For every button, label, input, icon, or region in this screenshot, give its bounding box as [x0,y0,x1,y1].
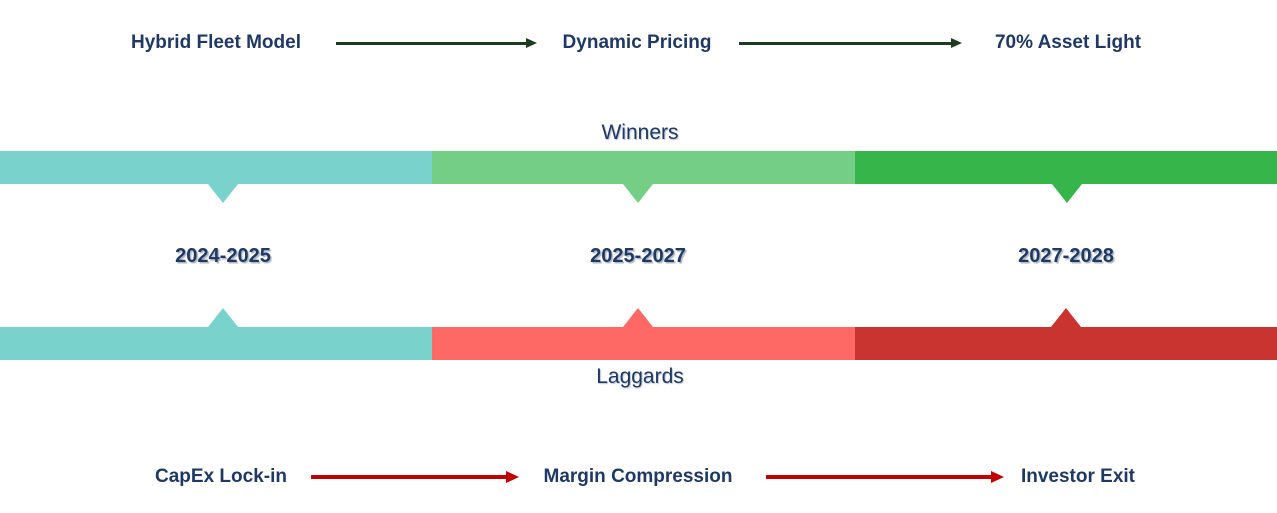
laggards-arrow-2-icon [766,471,1004,483]
arrow-head-icon [506,471,519,483]
laggards-segment-2025-2027 [432,327,855,360]
arrow-shaft [311,475,506,479]
laggards-segment-2024-2025 [0,327,432,360]
laggards-arrow-1-icon [311,471,519,483]
laggards-milestone-margin-compression: Margin Compression [543,466,733,487]
winners-milestone-dynamic-pricing: Dynamic Pricing [562,32,712,53]
laggards-timeline-bar [0,327,1277,360]
laggards-track-title: Laggards [596,365,684,388]
laggards-marker-up-icon-3 [1051,308,1081,327]
winners-milestone-70-asset-light: 70% Asset Light [994,32,1142,53]
winners-milestone-hybrid-fleet-model: Hybrid Fleet Model [131,32,301,53]
winners-arrow-2-icon [739,37,962,49]
laggards-segment-2027-2028 [855,327,1277,360]
laggards-milestone-investor-exit: Investor Exit [1020,466,1136,487]
winners-segment-2027-2028 [855,151,1277,184]
winners-segment-2024-2025 [0,151,432,184]
arrow-shaft [336,41,526,45]
winners-track-title: Winners [601,121,679,144]
laggards-marker-up-icon-1 [208,308,238,327]
arrow-head-icon [991,471,1004,483]
winners-timeline-bar [0,151,1277,184]
winners-marker-down-icon-1 [208,184,238,203]
period-label-2027-2028: 2027-2028 [1018,245,1114,267]
period-label-2024-2025: 2024-2025 [175,245,271,267]
winners-segment-2025-2027 [432,151,855,184]
arrow-shaft [739,41,951,45]
arrow-shaft [766,475,991,479]
arrow-head-icon [526,38,537,48]
arrow-head-icon [951,38,962,48]
winners-marker-down-icon-3 [1052,184,1082,203]
laggards-marker-up-icon-2 [623,308,653,327]
winners-arrow-1-icon [336,37,537,49]
laggards-milestone-capex-lock-in: CapEx Lock-in [155,466,287,487]
period-label-2025-2027: 2025-2027 [590,245,686,267]
winners-marker-down-icon-2 [623,184,653,203]
